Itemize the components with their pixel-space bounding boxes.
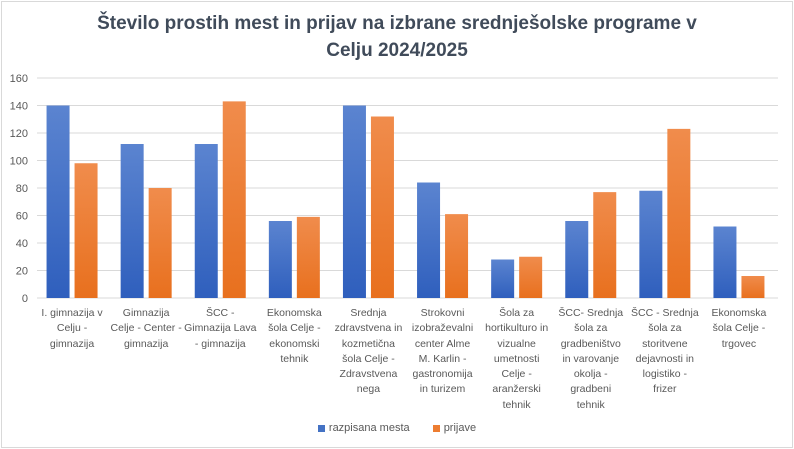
bar-razpisana-mesta[interactable] — [194, 144, 218, 298]
bar-prijave[interactable] — [741, 276, 765, 298]
x-tick-label-line: logistiko - — [642, 368, 688, 381]
x-tick-label: ŠCC - Gimnazija Lava - gimnazija — [183, 306, 257, 352]
x-tick-label-line: Celje - — [501, 368, 532, 381]
x-tick-label-line: šola Celje - — [712, 322, 766, 335]
x-tick-label-line: Ekonomska — [711, 307, 767, 319]
x-tick-label-line: tehnik — [280, 352, 309, 365]
x-tick-label: Srednja zdravstvena in kozmetična šola Celj… — [331, 306, 405, 398]
bar-prijave[interactable] — [445, 214, 469, 298]
bar-prijave[interactable] — [593, 192, 617, 298]
x-tick-label-line: Šola za — [499, 307, 535, 319]
bar-prijave[interactable] — [370, 116, 394, 299]
y-tick-label: 0 — [22, 293, 28, 305]
x-tick-label-line: storitvene — [642, 337, 688, 350]
x-tick-label: ŠCC- Srednja šola za gradbeništvo in varova… — [554, 306, 628, 413]
bar-prijave[interactable] — [519, 256, 543, 298]
x-tick-label-line: hortikulturo in — [485, 322, 549, 335]
x-tick-label-line: trgovec — [721, 337, 757, 350]
y-tick-label: 160 — [10, 73, 28, 85]
y-tick-label: 120 — [10, 128, 28, 140]
x-tick-label-line: umetnosti — [493, 352, 540, 365]
y-tick-label: 40 — [16, 238, 28, 250]
x-tick-label-line: center Alme — [414, 337, 471, 350]
x-tick-label-line: gimnazija — [49, 337, 95, 350]
x-tick-label-line: Gimnazija Lava — [184, 322, 257, 335]
y-tick-label: 20 — [16, 266, 28, 278]
x-tick-label-line: vizualne — [497, 337, 536, 350]
x-tick-label-line: ŠCC - — [205, 307, 235, 319]
x-tick-label-line: I. gimnazija v — [41, 307, 103, 319]
y-tick-label: 140 — [10, 101, 28, 113]
x-tick-label-line: gradbeni — [570, 383, 612, 396]
x-tick-label-line: nega — [356, 383, 381, 396]
bar-prijave[interactable] — [222, 101, 246, 298]
bar-razpisana-mesta[interactable] — [417, 182, 441, 299]
x-tick-label-line: Celju - — [56, 322, 88, 335]
x-tick-label-line: šola za — [574, 322, 608, 335]
x-tick-label: Ekonomska šola Celje - ekonomski tehnik — [257, 306, 331, 367]
x-tick-label-line: - gimnazija — [194, 337, 246, 350]
x-tick-label-line: Gimnazija — [122, 307, 170, 319]
legend-label: razpisana mesta — [328, 422, 410, 434]
x-tick-label-line: Celje - Center - — [110, 322, 182, 335]
x-tick-label-line: Srednja — [350, 307, 387, 319]
x-tick-label: Šola za hortikulturo in vizualne umetnosti C… — [480, 306, 554, 413]
bar-razpisana-mesta[interactable] — [46, 105, 70, 299]
bar-razpisana-mesta[interactable] — [342, 105, 366, 299]
x-tick-label-line: kozmetična — [341, 337, 395, 350]
y-tick-label: 80 — [16, 183, 28, 195]
x-tick-label-line: in varovanje — [562, 352, 620, 365]
legend-item-razpisana-mesta[interactable]: razpisana mesta — [317, 422, 410, 434]
legend-label: prijave — [443, 422, 477, 434]
x-tick-label-line: gradbeništvo — [560, 337, 621, 350]
x-tick-label-line: šola Celje - — [268, 322, 321, 335]
x-tick-label-line: Strokovni — [420, 307, 465, 319]
chart-title: Število prostih mest in prijav na izbran… — [0, 10, 794, 64]
x-tick-label: ŠCC - Srednja šola za storitvene dejavnosti… — [628, 306, 702, 398]
bar-razpisana-mesta[interactable] — [268, 221, 292, 298]
chart-title-line-2: Celju 2024/2025 — [326, 40, 468, 61]
x-tick-label-line: Ekonomska — [266, 307, 322, 319]
x-tick-label-line: zdravstvena in — [334, 322, 403, 335]
x-tick-label-line: šola za — [648, 322, 682, 335]
bar-razpisana-mesta[interactable] — [491, 259, 515, 299]
bar-razpisana-mesta[interactable] — [713, 226, 737, 299]
x-tick-label-line: aranžerski — [492, 383, 541, 396]
bar-razpisana-mesta[interactable] — [565, 221, 589, 298]
bar-razpisana-mesta[interactable] — [639, 190, 663, 298]
x-tick-label: Ekonomska šola Celje - trgovec — [702, 306, 776, 352]
x-tick-label-line: tehnik — [576, 398, 605, 411]
bar-razpisana-mesta[interactable] — [120, 144, 144, 298]
x-tick-label-line: Zdravstvena — [339, 368, 398, 381]
x-tick-label-line: M. Karlin - — [418, 352, 467, 365]
legend-item-prijave[interactable]: prijave — [432, 422, 477, 434]
x-tick-label-line: tehnik — [502, 398, 531, 411]
legend: razpisana mesta prijave — [0, 422, 794, 435]
x-tick-label-line: gastronomija — [412, 368, 473, 381]
legend-swatch-blue — [317, 424, 325, 432]
x-tick-label-line: ekonomski — [269, 337, 320, 350]
x-tick-label-line: dejavnosti in — [635, 352, 695, 365]
legend-swatch-orange — [432, 424, 440, 432]
chart-title-line-1: Število prostih mest in prijav na izbran… — [97, 13, 697, 34]
x-tick-label-line: ŠCC- Srednja — [558, 307, 624, 319]
y-tick-label: 100 — [10, 156, 28, 168]
bar-prijave[interactable] — [296, 216, 320, 298]
x-tick-label-line: okolja - — [573, 368, 608, 381]
x-tick-label-line: gimnazija — [123, 337, 169, 350]
x-tick-label-line: šola Celje - — [342, 352, 395, 365]
x-tick-label-line: ŠCC - Srednja — [630, 307, 699, 319]
x-tick-label: Gimnazija Celje - Center - gimnazija — [109, 306, 183, 352]
x-tick-label-line: izobraževalni — [411, 322, 474, 335]
x-tick-label: I. gimnazija v Celju - gimnazija — [35, 306, 109, 352]
bar-prijave[interactable] — [148, 188, 172, 298]
x-tick-label: Strokovni izobraževalni center Alme M. Karl… — [406, 306, 480, 398]
bar-prijave[interactable] — [667, 128, 691, 298]
x-tick-label-line: in turizem — [419, 383, 466, 396]
x-tick-label-line: frizer — [653, 383, 677, 396]
y-tick-label: 60 — [16, 211, 28, 223]
bar-prijave[interactable] — [74, 163, 98, 298]
